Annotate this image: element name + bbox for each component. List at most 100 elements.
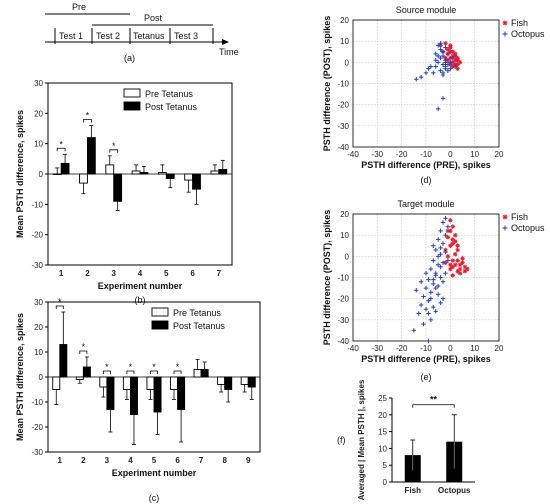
data-point-octopus (438, 55, 443, 61)
data-point-octopus (435, 292, 441, 297)
bar (139, 172, 149, 175)
x-tick-label: 3 (111, 269, 116, 278)
y-tick-label: 0 (345, 58, 350, 67)
data-point-fish (462, 264, 468, 270)
data-point-octopus (428, 64, 434, 69)
bar (52, 173, 62, 175)
bar (247, 376, 256, 388)
chart-e: Target module -40-40 -30 -30 -20 -20 -10 -10 0 0 1… (322, 199, 545, 382)
y-tick-label: 20 (378, 411, 387, 420)
data-point-octopus (423, 70, 429, 76)
x-tick-label: -40 (347, 344, 359, 353)
x-tick-label: 20 (495, 344, 504, 353)
data-point-octopus (433, 271, 438, 276)
y-tick-label: 20 (34, 109, 43, 118)
data-point-octopus (428, 296, 434, 301)
data-point-fish (457, 262, 463, 267)
data-point-octopus (421, 294, 426, 299)
significance-bracket (412, 404, 455, 408)
data-point-octopus (438, 228, 443, 234)
data-point-octopus (433, 64, 438, 69)
data-point-fish (450, 264, 455, 270)
data-point-fish (450, 224, 455, 229)
legend-marker (502, 214, 508, 220)
legend-swatch (151, 307, 169, 317)
y-tick-label: 10 (34, 140, 43, 149)
data-point-octopus (428, 290, 434, 295)
data-point-octopus (440, 70, 446, 76)
data-point-fish (455, 62, 460, 67)
y-tick-label: -10 (337, 274, 349, 283)
bar (82, 366, 91, 378)
data-point-octopus (443, 60, 448, 65)
data-point-octopus (414, 77, 419, 82)
x-tick-label: 3 (105, 456, 110, 465)
bar (157, 172, 167, 175)
y-axis-label: Averaged | Mean PSTH |, spikes (357, 379, 366, 500)
data-point-octopus (433, 285, 438, 291)
y-tick-label: 15 (378, 428, 387, 437)
x-tick-label: -20 (396, 150, 408, 159)
data-point-octopus (411, 328, 417, 333)
x-axis-label: Experiment number (112, 468, 197, 478)
significance-marker: * (82, 342, 86, 352)
data-point-fish (457, 60, 463, 65)
x-tick-label: 1 (59, 269, 64, 278)
significance-marker: * (112, 141, 116, 151)
data-point-octopus (448, 66, 453, 71)
data-point-octopus (443, 271, 448, 276)
timeline-diagram: Pre Post Test 1 Test 2 Tetanus Test 3 Ti… (45, 2, 239, 63)
y-tick-label: 20 (340, 16, 349, 25)
bar (113, 173, 123, 202)
x-tick-label: 2 (85, 269, 90, 278)
data-point-fish (448, 266, 453, 272)
data-point-fish (450, 49, 455, 54)
bar (99, 376, 108, 388)
y-tick-label: 5 (383, 461, 388, 470)
legend-label: Octopus (511, 29, 545, 39)
significance-marker: * (59, 139, 63, 149)
chart-b: -30 -20 -10 0 10 20 30 1 * 2 * 3 * 4 5 6 7 Experiment num… (15, 79, 233, 305)
data-point-fish (453, 252, 458, 257)
significance-marker: * (86, 110, 90, 120)
x-tick-label: 7 (199, 456, 204, 465)
significance-marker: * (176, 362, 180, 372)
data-point-fish (450, 258, 455, 263)
data-point-octopus (435, 106, 441, 112)
timeline-segment-3: Tetanus (133, 31, 165, 41)
y-tick-label: -20 (337, 101, 349, 110)
data-point-fish (453, 232, 458, 238)
bar (129, 376, 138, 415)
data-point-octopus (418, 302, 424, 308)
legend-label: Pre Tetanus (145, 89, 193, 99)
data-point-fish (445, 235, 451, 240)
y-tick-label: 30 (34, 79, 43, 88)
data-point-octopus (431, 70, 436, 76)
legend-swatch (123, 101, 141, 111)
data-point-octopus (421, 321, 426, 327)
x-tick-label: -10 (420, 150, 432, 159)
data-point-fish (450, 273, 455, 278)
x-tick-label: -20 (396, 344, 408, 353)
data-point-octopus (438, 47, 443, 52)
bar (217, 376, 226, 385)
x-tick-label: Octopus (438, 486, 471, 495)
data-point-octopus (445, 258, 451, 263)
data-point-octopus (440, 49, 446, 54)
bar (224, 376, 233, 390)
x-axis-label: PSTH difference (PRE), spikes (361, 354, 491, 364)
data-point-fish (455, 258, 460, 263)
significance-marker: * (129, 362, 133, 372)
timeline-pre-label: Pre (72, 2, 86, 12)
legend-marker (502, 20, 508, 26)
data-point-fish (448, 262, 453, 267)
bar (75, 376, 84, 380)
significance-bracket (83, 119, 92, 123)
significance-marker: ** (430, 395, 438, 405)
data-point-fish (448, 228, 453, 234)
data-point-octopus (438, 300, 443, 306)
y-tick-label: -30 (31, 261, 43, 270)
significance-bracket (109, 149, 119, 153)
data-point-fish (465, 266, 470, 272)
